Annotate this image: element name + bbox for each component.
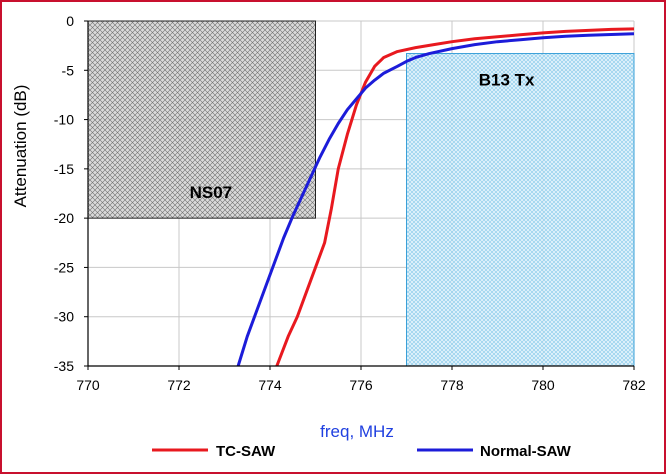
x-axis-label: freq, MHz <box>320 422 394 441</box>
x-tick-label: 780 <box>531 377 555 393</box>
region-ns07 <box>87 20 316 219</box>
y-tick-label: -5 <box>62 62 75 78</box>
legend-label-normal-saw: Normal-SAW <box>480 443 572 460</box>
y-tick-label: -30 <box>54 309 74 325</box>
y-tick-label: -25 <box>54 259 74 275</box>
y-axis-label: Attenuation (dB) <box>11 85 30 208</box>
series-line-normal-saw <box>236 32 634 366</box>
x-tick-label: 774 <box>258 377 282 393</box>
x-tick-label: 778 <box>440 377 464 393</box>
y-tick-label: -20 <box>54 210 74 226</box>
legend-label-tc-saw: TC-SAW <box>216 443 276 460</box>
x-tick-label: 776 <box>349 377 373 393</box>
x-tick-label: 782 <box>622 377 646 393</box>
legend: TC-SAW Normal-SAW <box>152 443 572 460</box>
series-line-tc-saw <box>275 27 634 366</box>
region-label-b13-tx: B13 Tx <box>479 71 535 90</box>
y-tick-label: -35 <box>54 358 74 374</box>
x-tick-label: 770 <box>76 377 100 393</box>
y-tick-label: -10 <box>54 112 74 128</box>
region-b13-tx <box>406 53 635 367</box>
x-tick-label: 772 <box>167 377 191 393</box>
y-tick-label: -15 <box>54 161 74 177</box>
y-tick-label: 0 <box>66 13 74 29</box>
region-label-ns07: NS07 <box>190 183 233 202</box>
